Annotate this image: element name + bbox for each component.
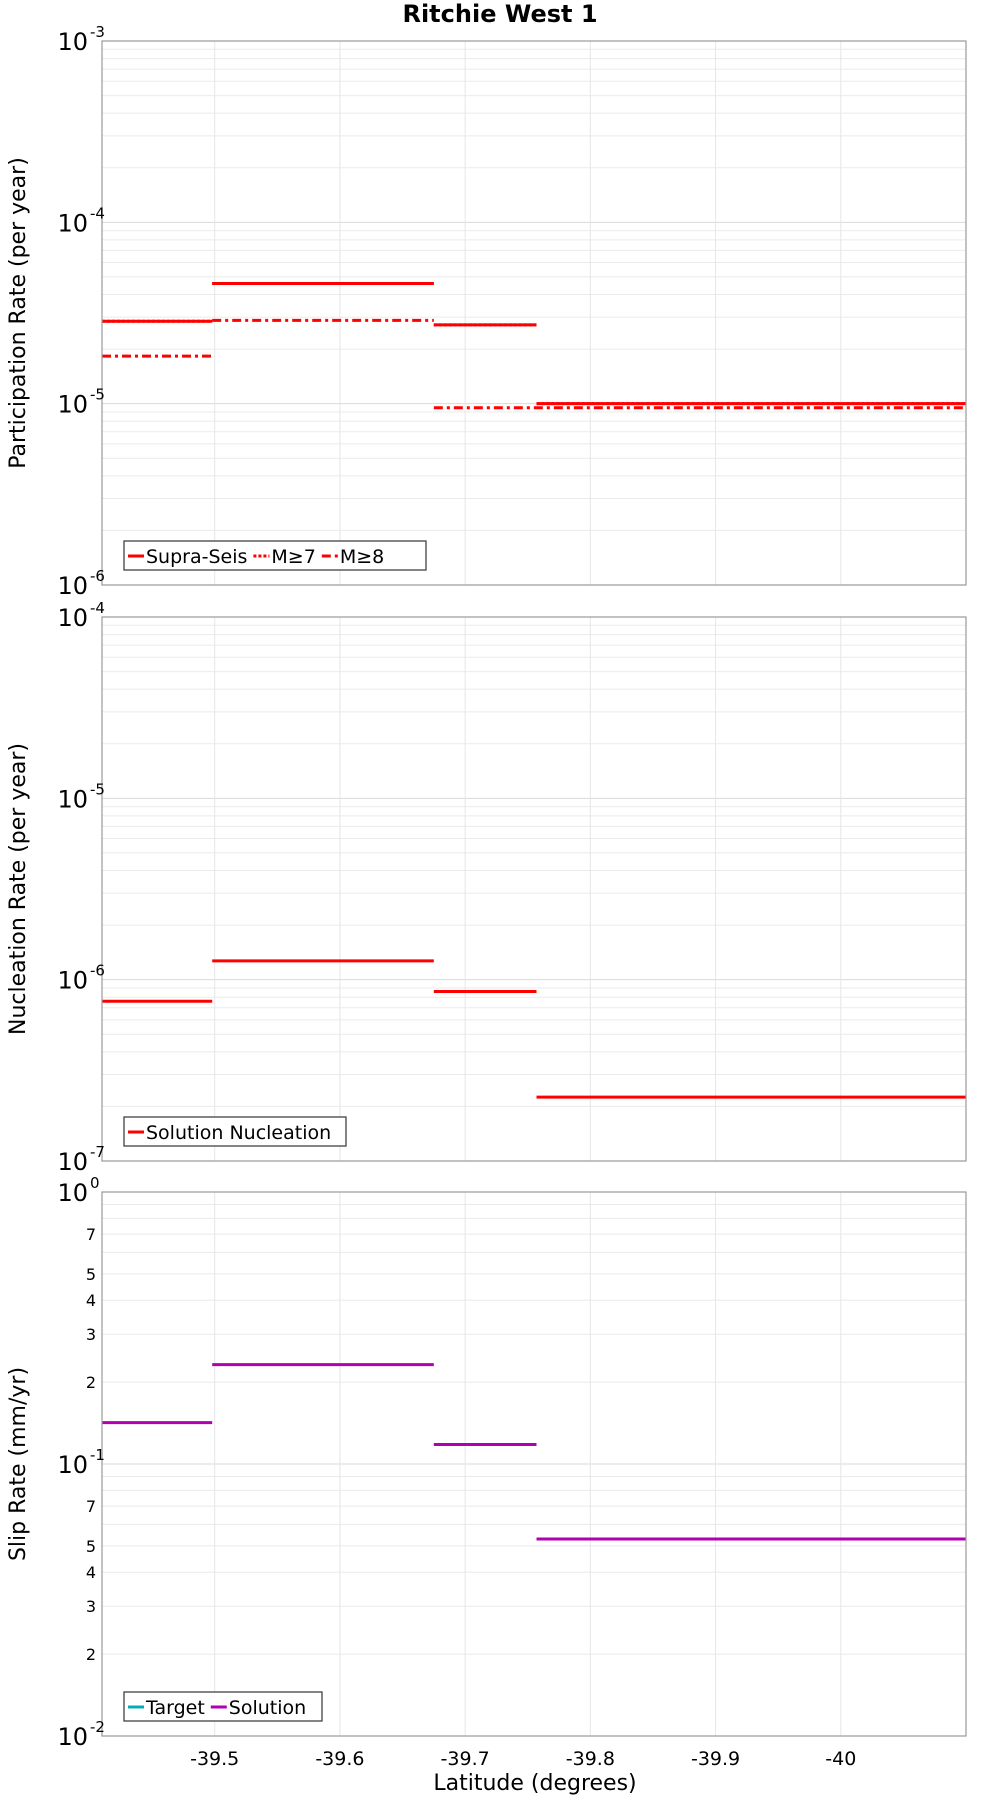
y-tick-exponent: 0	[90, 1174, 100, 1192]
y-tick-exponent: -6	[90, 962, 105, 980]
y-minor-tick-label: 3	[86, 1597, 96, 1616]
plot-area	[102, 41, 966, 585]
y-tick-label: 10	[57, 391, 88, 419]
y-axis-label: Slip Rate (mm/yr)	[6, 1367, 31, 1561]
y-tick-label: 10	[57, 1451, 88, 1479]
plot-frame	[101, 40, 967, 586]
legend-label: M≥8	[340, 546, 384, 568]
plot-frame	[101, 1191, 967, 1737]
y-axis-label: Participation Rate (per year)	[6, 157, 31, 469]
series-solution	[102, 1363, 966, 1541]
y-minor-tick-label: 4	[86, 1563, 96, 1582]
series-solution-nucleation	[102, 959, 966, 1099]
legend-label: Supra-Seis	[146, 546, 247, 568]
legend-label: Solution	[229, 1697, 306, 1719]
y-tick-exponent: -1	[90, 1446, 105, 1464]
legend-label: Target	[145, 1697, 205, 1719]
y-tick-exponent: -6	[90, 567, 105, 585]
chart-title: Ritchie West 1	[402, 0, 597, 28]
y-tick-label: 10	[57, 572, 88, 600]
legend-label: Solution Nucleation	[146, 1122, 331, 1144]
series-m-8	[102, 318, 966, 410]
legend-item: Supra-Seis	[128, 546, 247, 568]
x-tick-label: -39.7	[441, 1748, 490, 1770]
x-axis-label: Latitude (degrees)	[433, 1771, 636, 1796]
plot-area	[102, 617, 966, 1161]
legend-item: M≥7	[253, 546, 316, 568]
x-tick-label: -39.6	[315, 1748, 364, 1770]
y-tick-label: 10	[57, 1723, 88, 1751]
series-m-7	[102, 281, 966, 406]
x-tick-label: -39.8	[566, 1748, 615, 1770]
y-tick-exponent: -3	[90, 23, 105, 41]
x-tick-label: -39.9	[691, 1748, 740, 1770]
y-tick-label: 10	[57, 28, 88, 56]
legend: Solution Nucleation	[123, 1116, 347, 1147]
y-tick-exponent: -5	[90, 780, 105, 798]
y-minor-tick-label: 5	[86, 1537, 96, 1556]
legend-box	[123, 1116, 347, 1147]
y-minor-tick-label: 3	[86, 1325, 96, 1344]
y-axis-label: Nucleation Rate (per year)	[6, 743, 31, 1035]
y-tick-exponent: -5	[90, 386, 105, 404]
y-minor-tick-label: 2	[86, 1373, 96, 1392]
y-minor-tick-label: 7	[86, 1225, 96, 1244]
y-tick-label: 10	[57, 604, 88, 632]
legend-box	[123, 540, 427, 571]
y-tick-exponent: -2	[90, 1718, 105, 1736]
legend-label: M≥7	[271, 546, 315, 568]
y-tick-label: 10	[57, 209, 88, 237]
legend-item: Solution	[210, 1697, 306, 1719]
plot-frame	[101, 616, 967, 1162]
y-minor-tick-label: 4	[86, 1291, 96, 1310]
legend: Target Solution	[123, 1691, 323, 1722]
y-minor-tick-label: 7	[86, 1497, 96, 1516]
legend-item: Target	[128, 1697, 205, 1719]
legend-item: Solution Nucleation	[128, 1122, 331, 1144]
legend-item: M≥8	[321, 546, 384, 568]
y-tick-label: 10	[57, 1179, 88, 1207]
y-tick-exponent: -4	[90, 204, 105, 222]
legend: Supra-Seis M≥7 M≥8	[123, 540, 427, 571]
x-tick-label: -39.5	[190, 1748, 239, 1770]
x-axis: -39.5 -39.6 -39.7 -39.8 -39.9 -40	[190, 1748, 856, 1770]
x-tick-label: -40	[825, 1748, 856, 1770]
y-tick-label: 10	[57, 967, 88, 995]
y-tick-exponent: -4	[90, 599, 105, 617]
y-minor-tick-label: 5	[86, 1265, 96, 1284]
y-tick-label: 10	[57, 785, 88, 813]
y-tick-label: 10	[57, 1148, 88, 1176]
y-tick-exponent: -7	[90, 1143, 105, 1161]
y-minor-tick-label: 2	[86, 1645, 96, 1664]
